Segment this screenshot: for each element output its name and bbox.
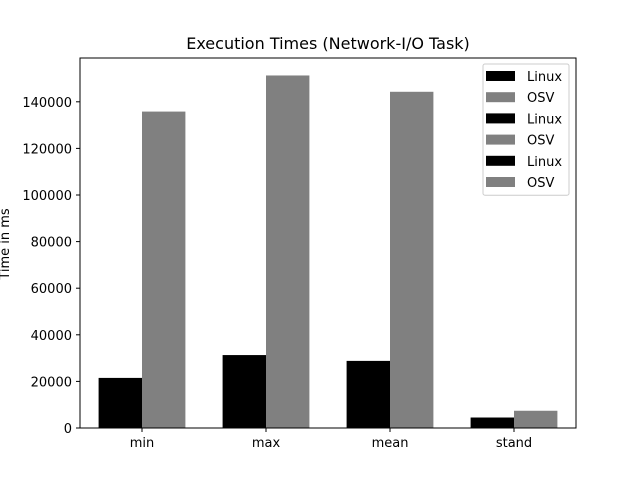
- bar-linux-mean: [346, 360, 390, 428]
- chart-title: Execution Times (Network-I/O Task): [186, 34, 470, 53]
- legend-label-osv: OSV: [527, 91, 554, 106]
- legend-swatch-osv: [486, 134, 515, 145]
- y-tick-label-20000: 20000: [31, 375, 72, 390]
- bar-osv-stand: [514, 410, 558, 428]
- y-tick-label-60000: 60000: [31, 282, 72, 297]
- legend-swatch-osv: [486, 92, 515, 103]
- legend-swatch-osv: [486, 177, 515, 187]
- legend-swatch-linux: [486, 113, 515, 124]
- bar-linux-stand: [470, 417, 514, 428]
- y-tick-label-120000: 120000: [22, 142, 72, 157]
- y-axis: 0 20000 40000 60000 80000 100000 120000 140000: [22, 96, 80, 437]
- bar-linux-max: [222, 355, 266, 428]
- y-tick-label-0: 0: [64, 422, 72, 437]
- bar-linux-min: [98, 377, 142, 428]
- legend-label-linux: Linux: [527, 155, 562, 170]
- bar-osv-max: [266, 75, 310, 429]
- y-axis-label: Time in ms: [0, 208, 13, 281]
- legend-label-osv: OSV: [527, 134, 554, 149]
- y-tick-label-80000: 80000: [31, 236, 72, 251]
- legend-swatch-linux: [486, 71, 515, 81]
- x-tick-label-stand: stand: [496, 436, 532, 451]
- x-tick-label-min: min: [130, 436, 155, 451]
- y-tick-label-40000: 40000: [31, 329, 72, 344]
- plot-frame: [79, 57, 577, 429]
- legend-swatch-linux: [486, 155, 515, 166]
- bar-osv-min: [142, 111, 186, 429]
- legend: Linux OSV Linux OSV Linux OSV: [482, 63, 570, 196]
- legend-label-osv: OSV: [527, 176, 554, 191]
- x-tick-label-max: max: [252, 436, 281, 451]
- x-tick-label-mean: mean: [372, 436, 409, 451]
- legend-label-linux: Linux: [527, 70, 562, 85]
- bars-group: [98, 75, 558, 429]
- y-tick-label-100000: 100000: [22, 189, 72, 204]
- legend-label-linux: Linux: [527, 112, 562, 127]
- x-axis: min max mean stand: [130, 428, 532, 451]
- y-tick-label-140000: 140000: [22, 96, 72, 111]
- bar-osv-mean: [390, 91, 434, 428]
